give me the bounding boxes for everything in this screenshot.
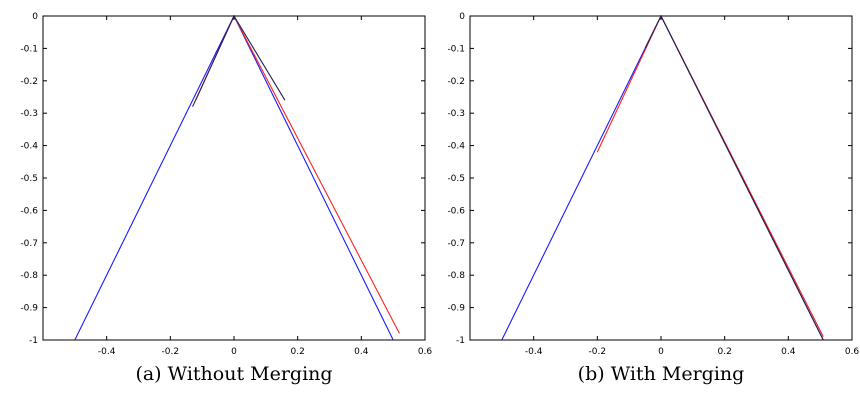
x-tick-label: -0.4: [98, 347, 116, 357]
y-tick-label: -0.6: [20, 206, 38, 216]
chart-panel-2: 0 -0.1 -0.2 -0.3 -0.4 -0.5 -0.6 -0.7 -0.8 -0.9 -1 -…: [447, 12, 859, 385]
panel-caption: (b) With Merging: [578, 363, 745, 385]
y-tick-label: -0.2: [20, 77, 38, 87]
x-tick-label: 0.4: [354, 347, 369, 357]
x-tick-label: 0: [658, 347, 664, 357]
y-tick-label: -0.6: [447, 206, 465, 216]
y-tick-label: -0.4: [20, 142, 38, 152]
axes-frame: [469, 15, 853, 341]
x-tick-label: 0.6: [418, 347, 433, 357]
y-tick-label: -0.2: [447, 77, 465, 87]
y-tick-label: -0.1: [20, 44, 38, 54]
y-tick-label: -0.9: [20, 304, 38, 314]
y-tick-label: 0: [32, 12, 38, 22]
y-tick-label: -0.5: [447, 174, 465, 184]
series-line-1: [501, 14, 824, 341]
panel-caption: (a) Without Merging: [135, 363, 332, 385]
y-tick-label: -0.4: [447, 142, 465, 152]
y-tick-label: 0: [459, 12, 465, 22]
y-tick-label: -1: [29, 336, 38, 346]
x-tick-label: -0.2: [162, 347, 180, 357]
x-tick-label: -0.2: [589, 347, 607, 357]
y-tick-label: -0.7: [20, 239, 38, 249]
x-tick-label: 0.4: [781, 347, 796, 357]
y-tick-label: -0.8: [447, 271, 465, 281]
x-tick-label: 0.2: [718, 347, 732, 357]
y-tick-label: -0.3: [447, 109, 465, 119]
series-line-3: [192, 14, 286, 107]
x-tick-label: 0: [231, 347, 237, 357]
axes-frame: [42, 15, 426, 341]
x-tick-label: -0.4: [525, 347, 543, 357]
chart-panel-1: 0 -0.1 -0.2 -0.3 -0.4 -0.5 -0.6 -0.7 -0.8 -0.9 -1 -…: [20, 12, 432, 385]
y-tick-label: -0.1: [447, 44, 465, 54]
y-tick-label: -0.3: [20, 109, 38, 119]
y-tick-label: -0.9: [447, 304, 465, 314]
y-tick-label: -0.8: [20, 271, 38, 281]
x-tick-label: 0.6: [845, 347, 860, 357]
y-tick-label: -1: [456, 336, 465, 346]
series-line-2: [596, 14, 824, 338]
series-line-1: [74, 14, 394, 341]
series-line-3: [644, 14, 824, 341]
x-tick-label: 0.2: [291, 347, 305, 357]
y-tick-label: -0.5: [20, 174, 38, 184]
y-tick-label: -0.7: [447, 239, 465, 249]
series-line-2: [195, 14, 400, 334]
